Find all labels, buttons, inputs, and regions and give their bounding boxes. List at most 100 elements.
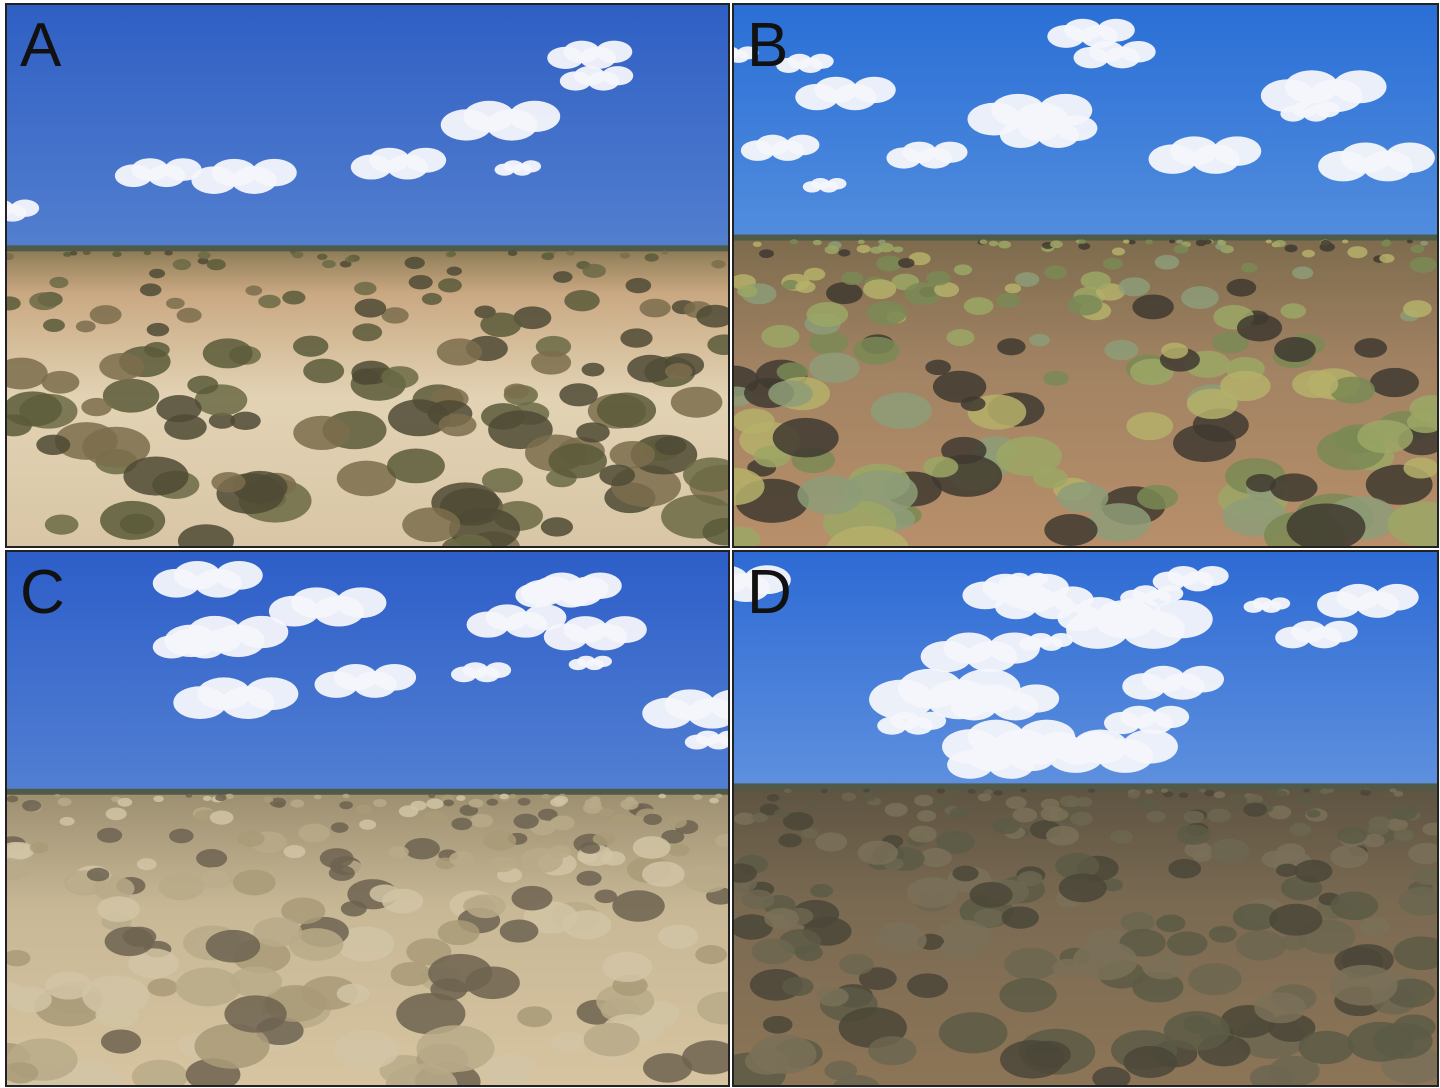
shrub: [1067, 800, 1079, 807]
cloud: [1013, 684, 1059, 712]
shrub: [504, 384, 529, 399]
shrub: [405, 257, 425, 269]
shrub: [500, 919, 539, 942]
shrub: [1124, 1046, 1177, 1078]
shrub: [1088, 788, 1095, 792]
shrub: [863, 279, 896, 299]
shrub: [1354, 338, 1387, 358]
shrub: [824, 1061, 857, 1081]
shrub: [446, 252, 456, 258]
shrub: [1181, 286, 1219, 309]
shrub: [1294, 860, 1332, 883]
shrub: [661, 250, 668, 254]
cloud: [1097, 19, 1135, 42]
shrub: [36, 435, 70, 455]
shrub: [196, 849, 227, 868]
shrub: [610, 441, 656, 468]
shrub: [1287, 503, 1366, 550]
shrub: [1126, 412, 1173, 440]
cloud: [485, 662, 511, 678]
shrub: [898, 258, 915, 268]
shrub: [1145, 789, 1153, 794]
cloud: [786, 135, 820, 156]
cloud: [235, 616, 288, 648]
shrub: [804, 268, 825, 281]
shrub: [979, 240, 987, 245]
shrub: [1128, 791, 1140, 798]
shrub: [428, 954, 492, 992]
shrub: [9, 987, 52, 1013]
shrub: [1303, 788, 1310, 792]
shrub: [105, 927, 154, 956]
shrub: [43, 319, 65, 332]
shrub: [388, 399, 450, 436]
panel-label: B: [747, 11, 788, 80]
shrub: [354, 282, 376, 295]
figure: ABCD: [0, 0, 1440, 1088]
shrub: [95, 1002, 138, 1028]
shrub: [149, 269, 165, 279]
cloud: [373, 664, 417, 691]
shrub: [1132, 294, 1174, 319]
shrub: [582, 264, 606, 278]
shrub: [87, 868, 110, 882]
shrub: [1199, 788, 1206, 792]
cloud: [1196, 566, 1229, 586]
shrub: [22, 800, 41, 811]
cloud: [1120, 41, 1155, 63]
shrub: [1405, 806, 1419, 815]
photo: [0, 551, 760, 1088]
shrub: [1276, 843, 1305, 860]
shrub: [206, 930, 261, 963]
shrub: [1073, 941, 1138, 980]
shrub: [489, 856, 515, 872]
shrub: [778, 833, 801, 847]
shrub: [123, 457, 188, 496]
shrub: [1403, 300, 1432, 317]
shrub: [576, 422, 610, 442]
shrub: [658, 794, 666, 799]
shrub: [29, 292, 59, 310]
shrub: [1407, 240, 1413, 244]
shrub: [751, 1035, 817, 1074]
shrub: [198, 251, 211, 259]
shrub: [939, 1012, 1008, 1053]
shrub: [106, 808, 127, 821]
shrub: [422, 293, 442, 305]
shrub: [768, 380, 812, 407]
shrub: [97, 896, 140, 922]
shrub: [1359, 918, 1390, 936]
shrub: [120, 514, 154, 535]
shrub: [693, 794, 702, 800]
shrub: [548, 443, 606, 478]
shrub: [564, 290, 599, 311]
shrub: [159, 873, 204, 900]
shrub: [49, 277, 68, 288]
shrub: [140, 283, 162, 296]
shrub: [1081, 272, 1111, 290]
shrub: [997, 338, 1025, 355]
shrub: [1123, 240, 1130, 244]
shrub: [90, 305, 122, 324]
shrub: [1420, 241, 1428, 246]
shrub: [1044, 266, 1067, 280]
shrub: [320, 848, 354, 868]
panel-label: A: [20, 11, 62, 80]
photo-panel: A: [0, 4, 758, 564]
shrub: [923, 456, 958, 477]
shrub: [1137, 485, 1178, 510]
shrub: [337, 984, 370, 1004]
shrub: [1104, 340, 1138, 360]
shrub: [1029, 334, 1050, 346]
horizon: [733, 234, 1438, 240]
cloud: [1270, 597, 1290, 609]
shrub: [3, 950, 30, 966]
shrub: [1146, 811, 1165, 823]
shrub: [1274, 790, 1287, 798]
shrub: [1184, 811, 1205, 824]
shrub: [1015, 272, 1040, 287]
shrub: [1004, 948, 1058, 980]
shrub: [808, 800, 820, 807]
shrub: [1276, 864, 1298, 877]
shrub: [290, 799, 304, 807]
